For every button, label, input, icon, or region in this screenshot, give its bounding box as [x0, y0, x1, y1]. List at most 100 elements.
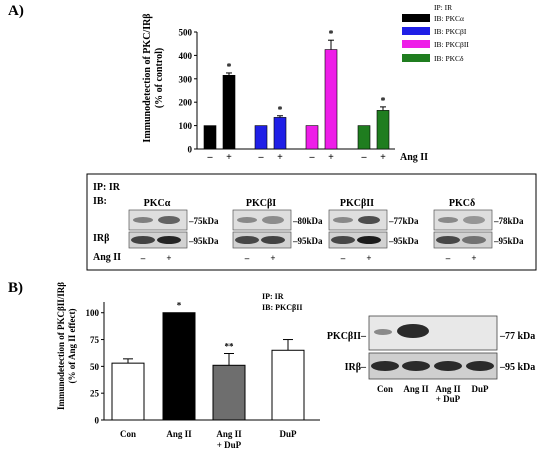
- panel-a-sign: +: [328, 152, 334, 163]
- panel-b-ytick-label: 100: [86, 308, 100, 318]
- blot-b-irb-band-3: [434, 361, 462, 371]
- panel-a-significance: *: [329, 29, 334, 40]
- panel-b-legend-ip: IP: IR: [262, 292, 284, 301]
- blot-bottom-kda: –95kDa: [292, 236, 323, 246]
- panel-a-bar: [357, 125, 371, 150]
- blot-box-frame: [86, 173, 537, 271]
- blot-top-strip: [232, 209, 292, 231]
- blot-band: [463, 216, 485, 224]
- panel-a-bar: [324, 49, 338, 150]
- blot-ib-label: IB:: [93, 196, 107, 207]
- blot-b-bottom-label: IRβ–: [345, 362, 367, 373]
- panel-b-significance: *: [177, 301, 182, 311]
- panel-a-significance: *: [278, 105, 283, 116]
- blot-band: [333, 217, 353, 223]
- blot-b-irb-band-1: [371, 361, 399, 371]
- blot-b-top-kda: –77 kDa: [499, 331, 535, 342]
- blot-band: [158, 216, 180, 224]
- panel-a-chart: 0 100 200 300 400 500 – * + – * + – * + – * +: [179, 28, 395, 163]
- panel-a-treatment-label: Ang II: [400, 152, 428, 163]
- blot-b-band-angii: [397, 324, 429, 338]
- blot-band: [237, 217, 257, 223]
- blot-sign-plus: +: [366, 253, 371, 263]
- legend-swatch: [402, 14, 430, 22]
- legend-label: IB: PKCδ: [434, 54, 464, 63]
- blot-sign-minus: –: [340, 253, 346, 263]
- legend-swatch: [402, 40, 430, 48]
- blot-band: [462, 236, 486, 244]
- blot-band: [358, 216, 380, 224]
- panel-a-ylabel-2: (% of control): [154, 48, 165, 108]
- blot-band: [262, 216, 284, 224]
- blot-ang-label: Ang II: [93, 252, 121, 263]
- blot-band: [157, 236, 181, 244]
- panel-b-ylabel-2: (% of Ang II effect): [67, 309, 77, 384]
- blot-band: [235, 236, 259, 244]
- legend-label: IB: PKCα: [434, 14, 464, 23]
- panel-b-category-label: Ang II: [166, 429, 192, 439]
- panel-b-bar: [111, 362, 145, 421]
- blot-top-kda: –75kDa: [188, 216, 219, 226]
- blot-group-title: PKCα: [144, 198, 171, 209]
- legend-label: IP: IR: [434, 3, 452, 12]
- blot-group-title: PKCβII: [340, 198, 374, 209]
- blot-sign-minus: –: [140, 253, 146, 263]
- blot-b-lane-label: + DuP: [436, 394, 461, 404]
- blot-top-kda: –77kDa: [388, 216, 419, 226]
- panel-a-sign: –: [309, 152, 316, 163]
- legend-label: IB: PKCβII: [434, 40, 469, 49]
- blot-groups: PKCα –75kDa –95kDa – + PKCβI –80kDa –95kDa – + PKC…: [128, 198, 524, 263]
- blot-sign-plus: +: [270, 253, 275, 263]
- panel-a-sign: +: [380, 152, 386, 163]
- blot-b-lane-label: DuP: [471, 384, 489, 394]
- panel-a-sign: +: [277, 152, 283, 163]
- blot-b-irb-band-4: [466, 361, 494, 371]
- panel-a-bar: [254, 125, 268, 150]
- blot-sign-plus: +: [166, 253, 171, 263]
- blot-group-title: PKCβI: [246, 198, 276, 209]
- panel-a-legend: IP: IR IB: PKCα IB: PKCβI IB: PKCβII IB: PKC…: [402, 3, 469, 63]
- panel-a-ytick-label: 0: [188, 145, 193, 155]
- panel-a-ytick-label: 300: [179, 74, 193, 84]
- panel-a-sign: +: [226, 152, 232, 163]
- blot-sign-plus: +: [471, 253, 476, 263]
- panel-b-ytick-label: 50: [90, 362, 100, 372]
- blot-band: [261, 236, 285, 244]
- panel-a-bar: [203, 125, 217, 150]
- blot-bottom-kda: –95kDa: [388, 236, 419, 246]
- panel-b-bar: [162, 312, 196, 421]
- blot-band: [131, 236, 155, 244]
- panel-a-bar: [273, 117, 287, 150]
- panel-a-bar: [376, 110, 390, 150]
- panel-a-ytick-label: 500: [179, 28, 193, 38]
- panel-b-bar: [271, 349, 305, 421]
- blot-band: [436, 236, 460, 244]
- blot-ip-label: IP: IR: [93, 182, 121, 193]
- panel-b-category-label: + DuP: [217, 440, 242, 450]
- legend-swatch: [402, 54, 430, 62]
- blot-b-lane-label: Con: [377, 384, 393, 394]
- panel-a-label: A): [8, 3, 24, 19]
- panel-a-sign: –: [207, 152, 214, 163]
- panel-b-blot: PKCβII– IRβ– –77 kDa –95 kDa Con Ang II An…: [327, 315, 535, 404]
- blot-bottom-kda: –95kDa: [188, 236, 219, 246]
- blot-b-band-con: [374, 329, 392, 335]
- panel-b-label: B): [8, 280, 23, 296]
- blot-b-lane-label: Ang II: [435, 384, 461, 394]
- blot-sign-minus: –: [244, 253, 250, 263]
- blot-top-kda: –78kDa: [493, 216, 524, 226]
- panel-b-category-label: Ang II: [216, 429, 242, 439]
- panel-a-significance: *: [227, 62, 232, 73]
- blot-band: [357, 236, 381, 244]
- blot-irb-label: IRβ: [93, 233, 109, 244]
- panel-b-category-label: Con: [120, 429, 136, 439]
- panel-a-ylabel-1: Immunodetection of PKC/IRβ: [142, 13, 153, 142]
- legend-label: IB: PKCβI: [434, 27, 467, 36]
- panel-a-significance: *: [381, 96, 386, 107]
- blot-band: [133, 217, 153, 223]
- panel-a-sign: –: [361, 152, 368, 163]
- blot-b-bottom-kda: –95 kDa: [499, 362, 535, 373]
- panel-a-sign: –: [258, 152, 265, 163]
